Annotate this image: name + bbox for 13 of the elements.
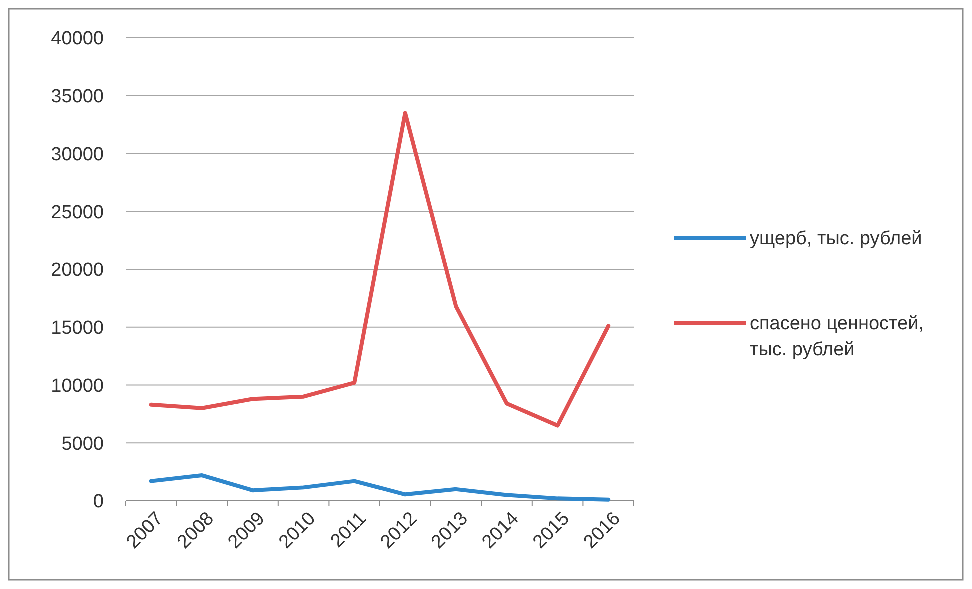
y-tick-label: 25000 (51, 202, 104, 224)
y-tick-label: 40000 (51, 28, 104, 50)
y-tick-label: 30000 (51, 144, 104, 166)
y-tick-label: 15000 (51, 318, 104, 340)
y-tick-label: 20000 (51, 260, 104, 282)
y-tick-label: 10000 (51, 376, 104, 397)
y-tick-label: 5000 (62, 434, 104, 455)
legend-label: спасено ценностей, тыс. рублей (750, 314, 924, 360)
legend-label: ущерб, тыс. рублей (750, 228, 922, 250)
line-series (149, 111, 611, 428)
y-tick-label: 0 (93, 492, 104, 513)
y-tick-label: 35000 (51, 86, 104, 108)
line-series (149, 474, 611, 502)
